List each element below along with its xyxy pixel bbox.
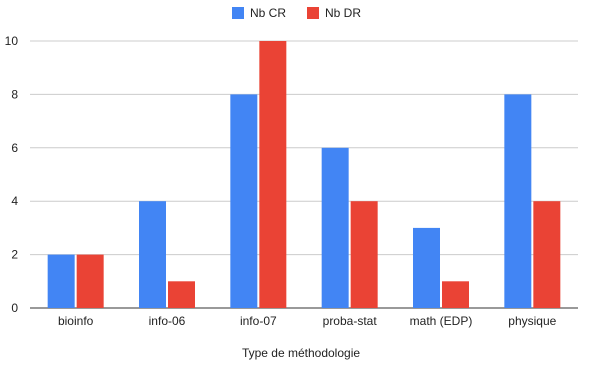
y-tick-label: 2 [11, 248, 18, 262]
bar-nb-cr-bioinfo[interactable] [47, 254, 75, 308]
gridlines [30, 40, 578, 309]
bar-nb-dr-math-edp-[interactable] [442, 281, 469, 308]
bar-nb-cr-info-07[interactable] [230, 94, 258, 309]
x-tick-label: info-06 [149, 314, 186, 328]
x-tick-labels: bioinfo info-06 info-07 proba-stat math (EDP… [58, 314, 557, 328]
bar-nb-dr-proba-stat[interactable] [350, 201, 378, 308]
x-tick-label: proba-stat [323, 314, 378, 328]
bar-nb-dr-info-07[interactable] [259, 41, 287, 308]
bar-nb-cr-physique[interactable] [504, 94, 532, 309]
legend-item-nb-dr[interactable]: Nb DR [307, 6, 361, 20]
x-tick-label: math (EDP) [410, 314, 473, 328]
bar-nb-dr-physique[interactable] [533, 201, 561, 308]
legend-swatch [232, 7, 244, 19]
y-tick-label: 0 [11, 301, 18, 315]
x-axis-title: Type de méthodologie [242, 346, 360, 360]
bar-nb-cr-proba-stat[interactable] [321, 147, 349, 308]
x-tick-label: bioinfo [58, 314, 94, 328]
bar-nb-cr-info-06[interactable] [139, 201, 166, 308]
bars [47, 41, 561, 309]
y-tick-label: 10 [5, 34, 19, 48]
x-tick-label: info-07 [240, 314, 277, 328]
legend-item-nb-cr[interactable]: Nb CR [232, 6, 286, 20]
y-tick-label: 8 [11, 87, 18, 101]
legend-label: Nb DR [325, 6, 361, 20]
x-tick-label: physique [508, 314, 556, 328]
bar-nb-cr-math-edp-[interactable] [413, 227, 440, 308]
y-tick-label: 4 [11, 194, 18, 208]
y-tick-labels: 0 2 4 6 8 10 [5, 34, 19, 315]
legend: Nb CR Nb DR [232, 6, 361, 20]
bar-nb-dr-bioinfo[interactable] [76, 254, 104, 308]
legend-swatch [307, 7, 319, 19]
bar-nb-dr-info-06[interactable] [168, 281, 195, 308]
y-tick-label: 6 [11, 141, 18, 155]
legend-label: Nb CR [250, 6, 286, 20]
